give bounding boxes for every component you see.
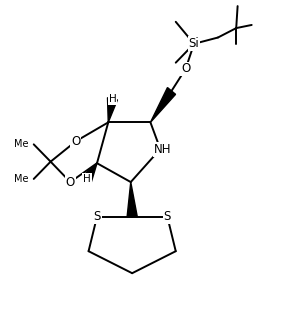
Text: S: S — [93, 210, 101, 223]
Text: Si: Si — [189, 37, 199, 50]
Text: H: H — [108, 94, 116, 104]
Text: O: O — [71, 135, 81, 148]
Text: O: O — [66, 176, 75, 189]
Polygon shape — [151, 87, 176, 122]
Text: Me: Me — [14, 174, 28, 184]
Text: S: S — [164, 210, 171, 223]
Text: Me: Me — [14, 139, 28, 149]
Polygon shape — [108, 98, 118, 122]
Text: NH: NH — [154, 143, 172, 156]
Text: O: O — [181, 62, 190, 75]
Polygon shape — [83, 163, 97, 182]
Text: H: H — [83, 174, 91, 184]
Polygon shape — [127, 182, 137, 217]
